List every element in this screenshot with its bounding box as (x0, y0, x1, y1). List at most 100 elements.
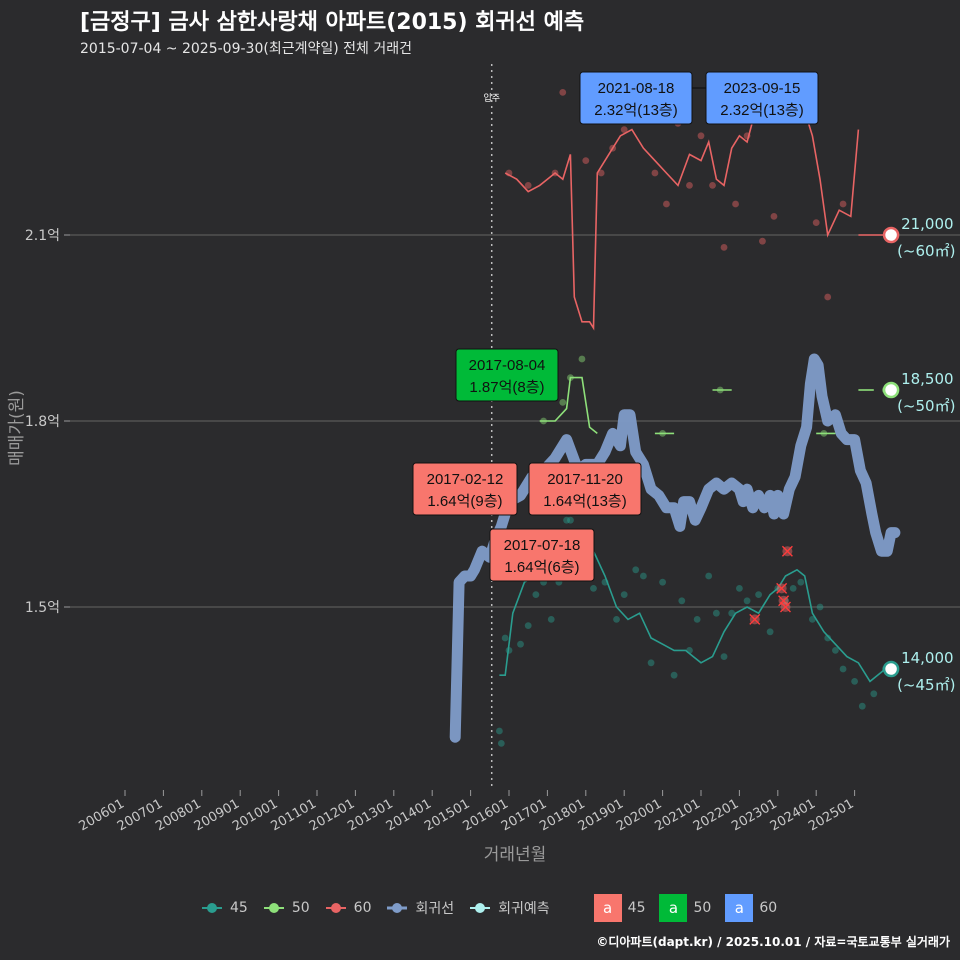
annotation-label-45: 2017-02-12 1.64억(9층) (412, 462, 518, 516)
forecast-value-45: 14,000 (901, 649, 954, 667)
annotation-price: 1.87억(8층) (469, 379, 544, 396)
data-point-45 (563, 516, 570, 524)
data-point-45 (728, 609, 736, 617)
legend-box-label-60: 60 (759, 900, 778, 916)
data-point-45 (712, 609, 720, 617)
annotation-date: 2017-02-12 (427, 471, 504, 488)
data-point-45 (851, 678, 858, 685)
legend-label-60: 60 (353, 900, 372, 916)
data-point-60 (663, 200, 670, 208)
data-point-45 (705, 572, 713, 580)
data-point-45 (524, 622, 532, 629)
annotation-box (705, 71, 819, 125)
data-point-50 (559, 399, 567, 406)
annotation-label-60: 2023-09-15 2.32억(13층) (705, 71, 819, 125)
data-point-45 (670, 671, 678, 679)
data-point-60 (686, 182, 693, 189)
forecast-point-50 (882, 381, 900, 399)
annotation-date: 2017-07-18 (504, 537, 581, 554)
data-point-45 (797, 578, 805, 586)
data-point-45 (720, 653, 728, 660)
legend-key-45 (202, 903, 222, 913)
annotation-label-45: 2017-11-20 1.64억(13층) (528, 462, 642, 516)
data-point-45 (766, 628, 774, 636)
data-point-45 (501, 634, 509, 642)
legend-box-item-60: a 60 (725, 894, 777, 922)
legend-box-item-50: a 50 (659, 894, 711, 922)
legend-item-50: 50 (262, 898, 310, 918)
legend-key-regression (387, 903, 408, 913)
y-tick-label: 1.8억 (25, 414, 60, 430)
annotation-label-50: 2017-08-04 1.87억(8층) (455, 348, 559, 402)
legend-key-50 (263, 903, 284, 913)
data-point-60 (597, 169, 605, 177)
y-tick-label: 2.1억 (25, 228, 60, 244)
data-point-45 (567, 516, 574, 524)
chart-subtitle: 2015-07-04 ~ 2025-09-30(최근계약일) 전체 거래건 (80, 41, 412, 57)
annotation-box (412, 462, 518, 516)
forecast-point-45 (882, 660, 900, 678)
data-point-60 (559, 89, 567, 96)
data-point-45 (613, 616, 620, 623)
data-point-45 (808, 616, 816, 623)
chart-title: [금정구] 금사 삼한사랑채 아파트(2015) 회귀선 예측 (80, 10, 585, 35)
data-point-45 (640, 572, 647, 580)
legend: 45 50 60 회귀선 회귀예측 a 45 a 50 a 60 (200, 894, 785, 922)
data-point-60 (720, 244, 728, 251)
annotation-date: 2023-09-15 (724, 80, 801, 97)
data-point-45 (517, 640, 524, 648)
data-point-45 (659, 578, 666, 586)
forecast-area-45: (~45㎡) (897, 676, 955, 694)
data-point-45 (678, 597, 686, 605)
data-point-60 (759, 237, 766, 245)
annotation-label-60: 2021-08-18 2.32억(13층) (579, 71, 693, 125)
data-point-60 (524, 182, 532, 189)
legend-key-60 (325, 903, 346, 913)
data-point-45 (824, 634, 832, 642)
y-axis-title: 매매가(원) (7, 390, 27, 466)
data-point-60 (620, 126, 628, 133)
data-point-45 (736, 585, 743, 592)
data-point-45 (547, 616, 555, 623)
data-point-45 (496, 727, 503, 735)
data-point-45 (532, 591, 540, 598)
legend-item-60: 60 (324, 898, 372, 918)
data-point-45 (590, 585, 597, 592)
cancelled-marker (749, 613, 761, 625)
legend-item-forecast: 회귀예측 (468, 898, 550, 918)
data-point-50 (578, 355, 586, 363)
data-point-45 (839, 665, 847, 673)
data-point-60 (709, 182, 716, 189)
legend-item-regression: 회귀선 (385, 898, 454, 918)
data-point-60 (697, 132, 705, 140)
legend-box-label-45: 45 (627, 900, 646, 916)
data-point-60 (732, 200, 739, 208)
forecast-point-60 (882, 226, 900, 244)
forecast-area-50: (~50㎡) (897, 397, 955, 415)
annotation-price: 1.64억(13층) (543, 493, 626, 510)
credit-text: ©디아파트(dapt.kr) / 2025.10.01 / 자료=국토교통부 실… (596, 935, 950, 949)
legend-key-forecast (470, 903, 491, 913)
annotation-price: 2.32억(13층) (720, 102, 803, 119)
data-point-45 (870, 690, 878, 698)
data-point-45 (743, 597, 751, 605)
legend-box-item-45: a 45 (593, 894, 646, 922)
legend-box-50: a (659, 894, 688, 922)
data-point-60 (839, 200, 847, 208)
annotation-box (579, 71, 693, 125)
forecast-area-60: (~60㎡) (897, 242, 955, 260)
legend-item-45: 45 (200, 898, 248, 918)
annotation-box (489, 528, 595, 582)
cancelled-marker (779, 601, 791, 613)
legend-label-45: 45 (230, 900, 248, 916)
series-line-50 (539, 376, 598, 435)
annotation-price: 1.64억(6층) (504, 559, 579, 576)
data-point-45 (858, 702, 866, 710)
forecast-value-60: 21,000 (901, 215, 954, 233)
data-point-60 (824, 293, 832, 301)
data-point-45 (620, 591, 628, 598)
data-point-45 (647, 659, 655, 667)
data-point-45 (693, 616, 701, 623)
data-point-45 (832, 647, 839, 654)
